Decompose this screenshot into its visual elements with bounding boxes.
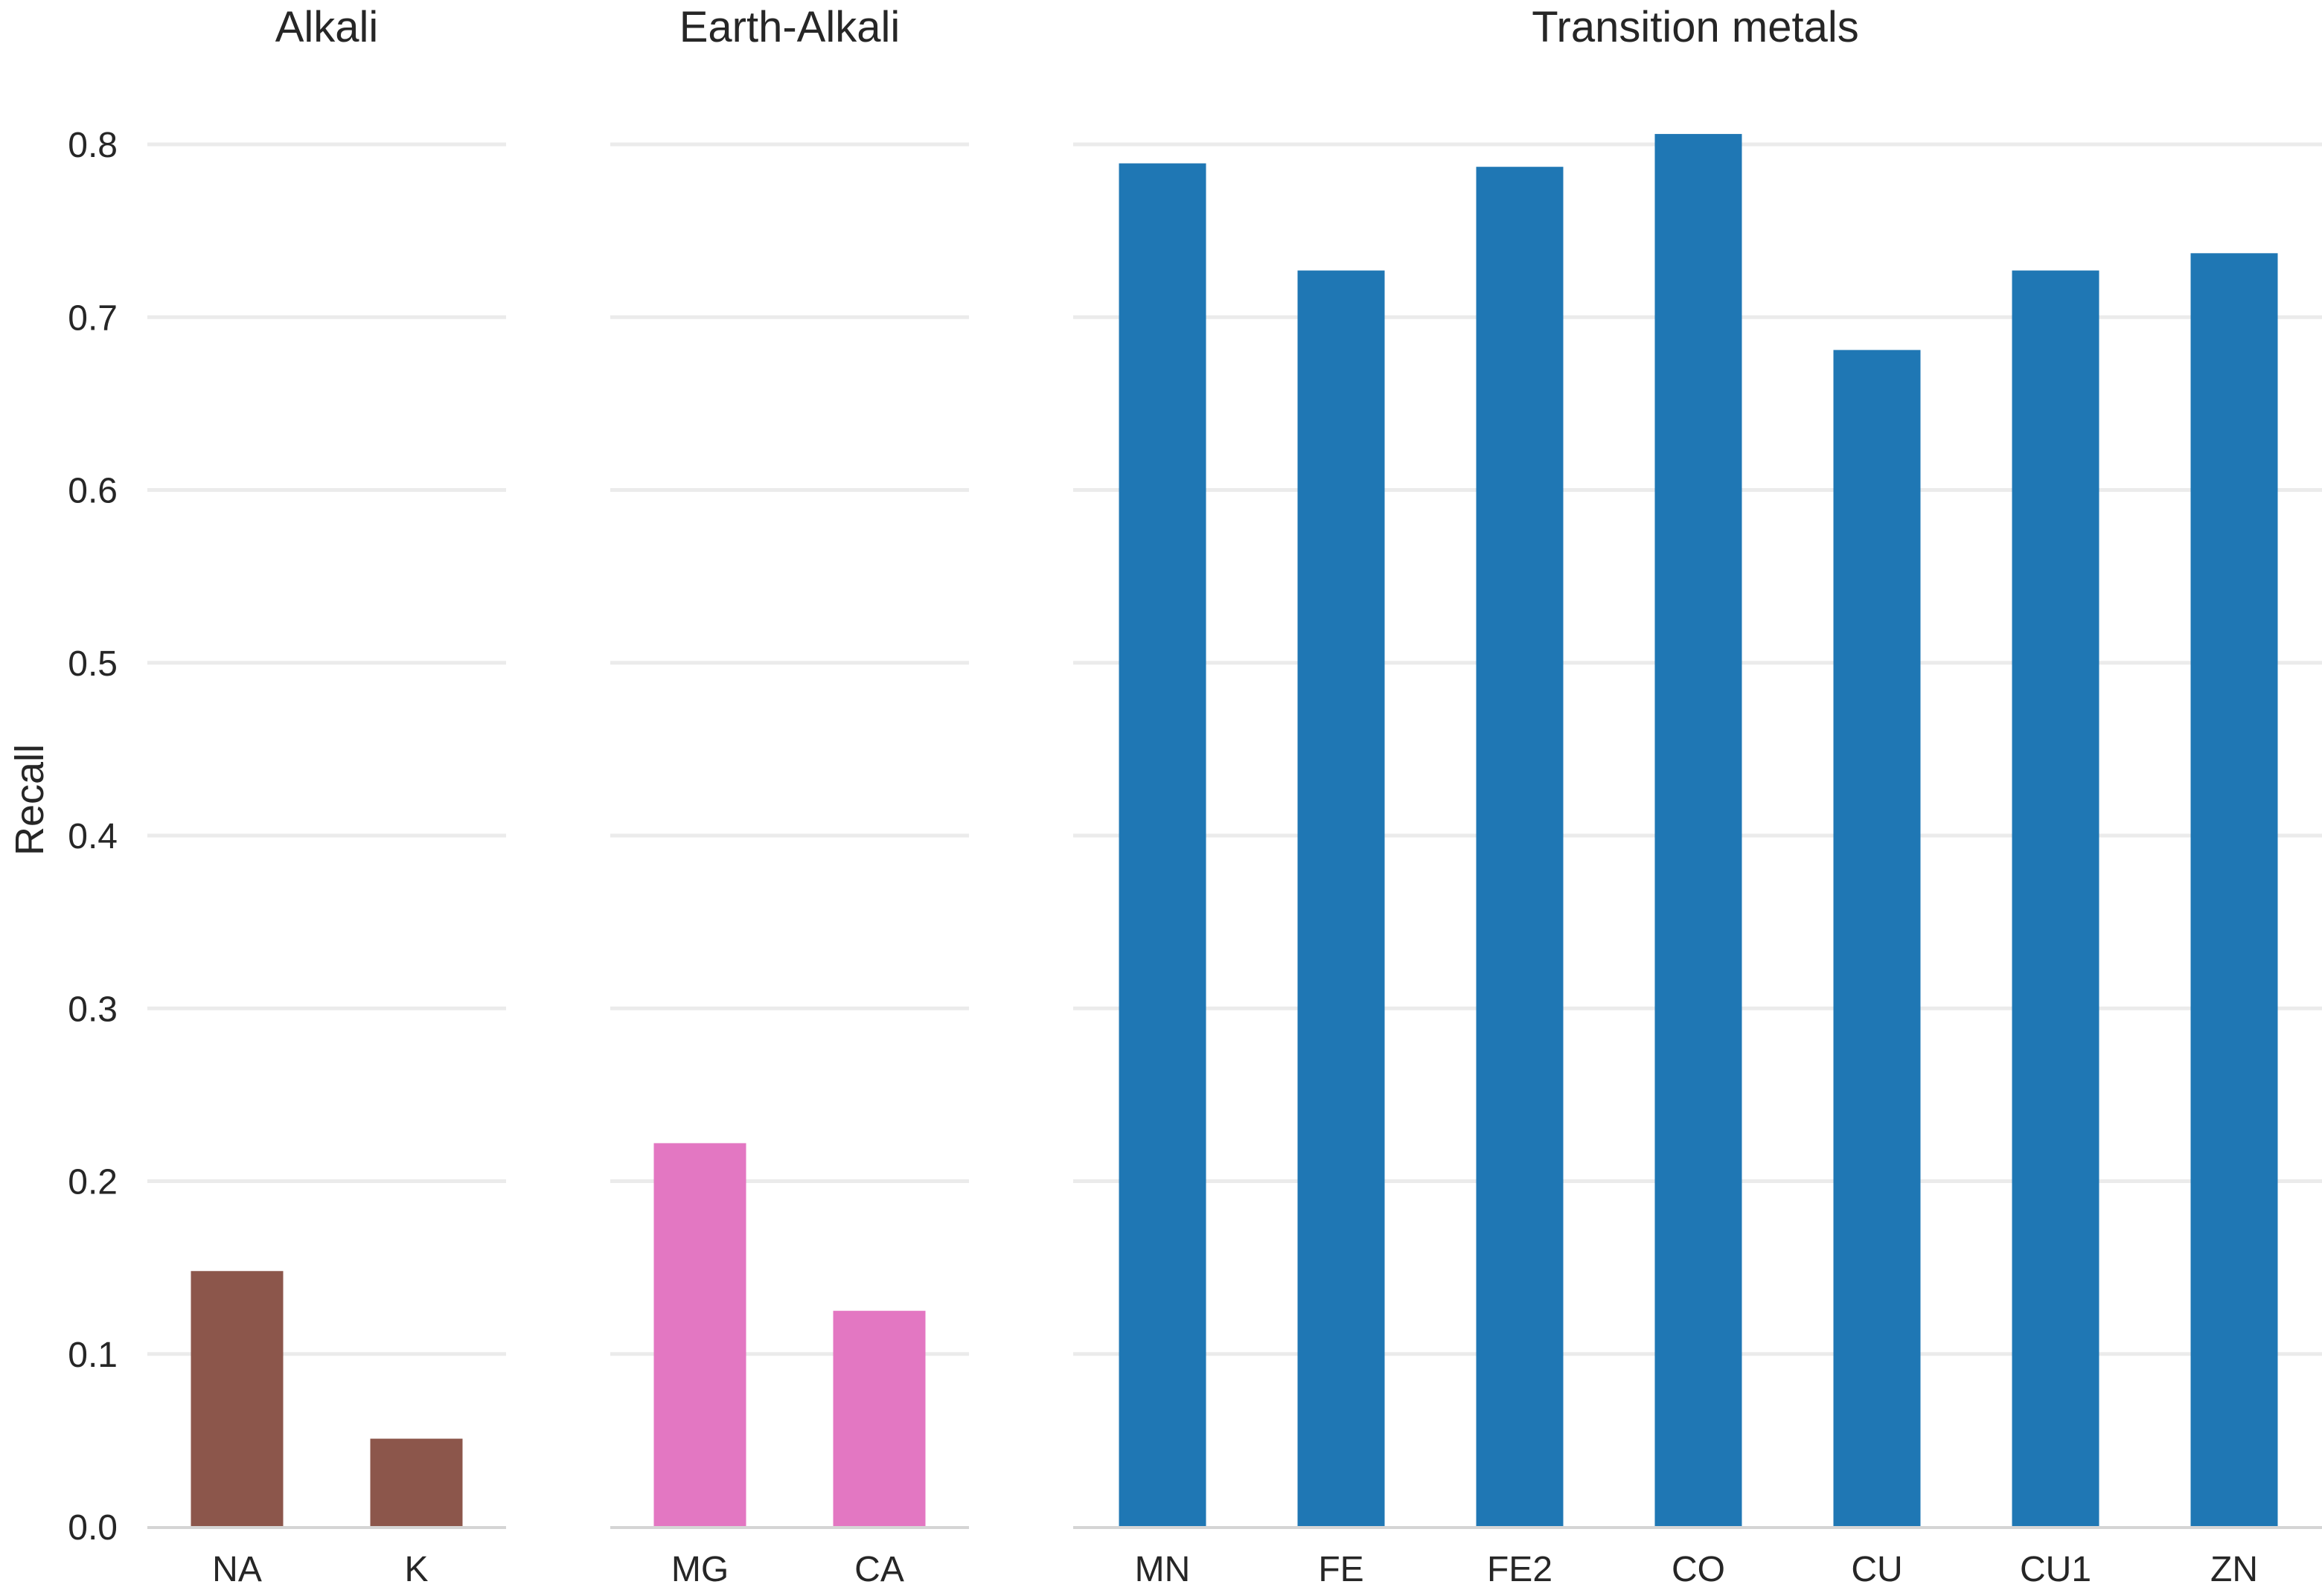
bar-mg [653, 1143, 746, 1527]
y-tick-label: 0.5 [68, 644, 118, 684]
x-tick-label-zn: ZN [2210, 1550, 2258, 1589]
x-tick-label-fe: FE [1318, 1550, 1363, 1589]
x-tick-label-mn: MN [1135, 1550, 1191, 1589]
y-tick-label: 0.6 [68, 472, 118, 511]
bar-mn [1119, 163, 1206, 1528]
bars [191, 134, 2278, 1528]
x-tick-label-cu: CU [1851, 1550, 1902, 1589]
gridlines [147, 142, 2322, 1356]
labels: 0.0 0.1 0.2 0.3 0.4 0.5 0.6 0.7 0.8 NA K Alkali MG CA… [68, 3, 2258, 1589]
bar-co [1654, 134, 1742, 1528]
y-tick-label: 0.8 [68, 126, 118, 165]
y-tick-label: 0.7 [68, 298, 118, 338]
x-tick-label-fe2: FE2 [1487, 1550, 1552, 1589]
bar-cu1 [2012, 270, 2099, 1528]
y-tick-label: 0.1 [68, 1336, 118, 1375]
x-tick-label-ca: CA [854, 1550, 904, 1589]
panel-title-transition-metals: Transition metals [1532, 3, 1858, 51]
bar-fe2 [1476, 167, 1564, 1527]
panel-title-alkali: Alkali [275, 3, 379, 51]
bar-k [370, 1438, 463, 1527]
y-tick-label: 0.2 [68, 1163, 118, 1202]
y-axis-label: Recall [7, 744, 52, 856]
x-tick-label-co: CO [1672, 1550, 1725, 1589]
bar-na [191, 1271, 284, 1527]
x-tick-label-k: K [404, 1550, 428, 1589]
panel-title-earth-alkali: Earth-Alkali [679, 3, 901, 51]
x-tick-label-cu1: CU1 [2020, 1550, 2091, 1589]
y-tick-label: 0.3 [68, 990, 118, 1029]
x-tick-label-na: NA [212, 1550, 262, 1589]
bar-fe [1297, 270, 1385, 1528]
y-tick-label: 0.4 [68, 817, 118, 856]
bar-zn [2190, 253, 2278, 1527]
bar-ca [833, 1310, 926, 1527]
bar-cu [1833, 350, 1921, 1528]
y-tick-label: 0.0 [68, 1508, 118, 1548]
x-tick-label-mg: MG [671, 1550, 729, 1589]
